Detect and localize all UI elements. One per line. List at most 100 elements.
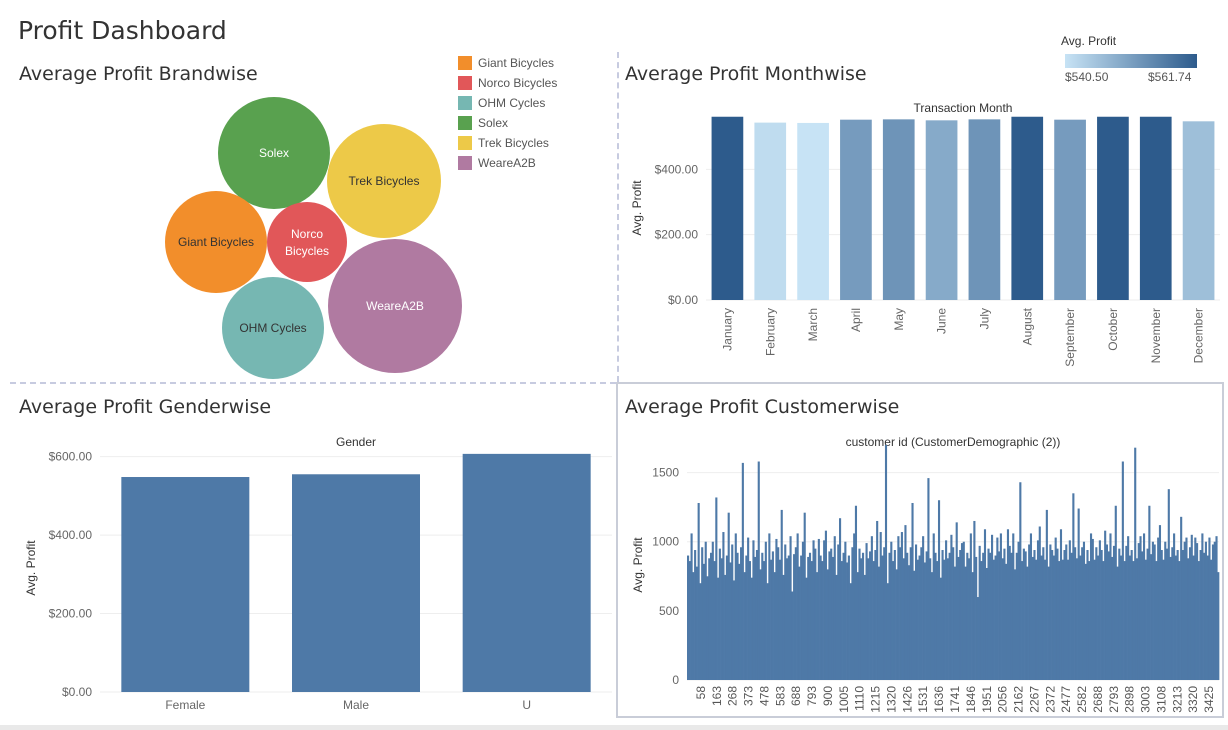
customer-bar	[937, 500, 941, 680]
customer-bar	[890, 541, 893, 680]
x-tick-label: 268	[726, 686, 740, 706]
customer-bar	[945, 540, 948, 680]
bubble-label: Giant Bicycles	[178, 235, 254, 249]
x-tick-label: 3320	[1186, 686, 1200, 713]
customer-bar	[1102, 561, 1105, 680]
customer-bar	[911, 502, 914, 680]
customer-bar	[741, 462, 744, 680]
customer-bar	[980, 561, 983, 680]
legend-item-giant[interactable]: Giant Bicycles	[458, 53, 557, 73]
x-tick-label: December	[1192, 308, 1206, 363]
x-tick-label: 1636	[932, 686, 946, 713]
customer-bar	[1038, 526, 1041, 680]
customer-bar	[791, 591, 794, 680]
customer-bar	[840, 561, 843, 680]
customer-bar	[713, 561, 716, 680]
customer-bar	[814, 548, 817, 680]
panel-divider-vertical	[617, 52, 619, 382]
customer-bar	[1044, 559, 1047, 680]
bubble-label: Norco	[291, 227, 323, 241]
color-legend-max: $561.74	[1148, 70, 1192, 84]
customer-bar	[771, 551, 774, 680]
customer-bar	[1213, 541, 1216, 680]
customer-bar	[800, 555, 803, 680]
x-tick-label: July	[977, 308, 991, 329]
customer-bar	[1183, 541, 1186, 680]
legend-item-trek[interactable]: Trek Bicycles	[458, 133, 557, 153]
legend-swatch	[458, 96, 472, 110]
customer-bar	[957, 556, 960, 680]
customer-bar	[1135, 558, 1139, 680]
x-tick-label: 2793	[1107, 686, 1121, 713]
customer-bar	[1125, 545, 1128, 680]
customer-bar	[1077, 508, 1080, 680]
customer-bar	[1054, 537, 1057, 680]
legend-item-norco[interactable]: Norco Bicycles	[458, 73, 557, 93]
x-tick-label: 1426	[900, 686, 914, 713]
month-bar-may	[882, 119, 915, 300]
customer-bar	[927, 478, 930, 680]
chart-header-title: Transaction Month	[914, 101, 1013, 115]
customer-bar	[1167, 489, 1170, 680]
legend-item-ohm[interactable]: OHM Cycles	[458, 93, 557, 113]
customer-bar	[807, 556, 810, 680]
customer-bar	[784, 544, 787, 680]
y-axis-label: Avg. Profit	[630, 180, 644, 236]
legend-item-solex[interactable]: Solex	[458, 113, 557, 133]
customer-bar	[704, 541, 707, 680]
gender-bar-chart[interactable]: Gender $0.00 $200.00 $400.00 $600.00 Avg. Pro…	[12, 430, 614, 722]
customer-bar	[1139, 536, 1142, 680]
x-tick-label: 2056	[996, 686, 1010, 713]
customer-bar	[1150, 554, 1153, 680]
y-tick-label: $600.00	[49, 450, 93, 464]
customer-bar	[1049, 544, 1052, 680]
customer-bar	[745, 555, 748, 680]
customer-bar	[849, 583, 852, 680]
selected-sheet-border	[616, 382, 1224, 718]
customer-bar	[847, 555, 850, 680]
customer-bar	[1121, 461, 1124, 680]
customer-bar	[996, 537, 999, 680]
customer-bar	[916, 559, 919, 680]
brand-bubble-chart[interactable]: Solex Trek Bicycles Giant Bicycles Norco Bic…	[150, 90, 480, 382]
month-bar-chart[interactable]: Transaction Month $0.00 $200.00 $400.00 Avg.…	[620, 96, 1225, 378]
customer-bar	[959, 550, 962, 680]
y-tick-label: $200.00	[655, 228, 699, 242]
customer-bar	[934, 552, 937, 680]
customer-bar	[778, 559, 782, 680]
customer-bar	[1081, 547, 1084, 680]
bubble-label: WeareA2B	[366, 299, 424, 313]
customer-bar	[1012, 533, 1015, 680]
y-tick-label: 1000	[652, 535, 679, 549]
x-tick-label: 3213	[1170, 686, 1184, 713]
customer-bar	[867, 558, 870, 680]
customer-bar	[732, 580, 736, 680]
customer-bar	[895, 569, 898, 680]
legend-item-weare[interactable]: WeareA2B	[458, 153, 557, 173]
customer-bar	[823, 540, 826, 680]
customer-bar	[854, 505, 858, 680]
customer-bar-chart[interactable]: customer id (CustomerDemographic (2)) 0 50…	[620, 430, 1222, 716]
customer-bar	[1176, 550, 1179, 680]
customer-bar	[828, 551, 831, 680]
customer-bar	[973, 520, 976, 680]
panel-divider-horizontal	[10, 382, 616, 384]
customer-bar	[1105, 544, 1109, 680]
customer-bar	[1082, 541, 1086, 680]
y-tick-label: 1500	[652, 466, 679, 480]
brand-legend[interactable]: Giant Bicycles Norco Bicycles OHM Cycles…	[458, 53, 557, 173]
customer-bar	[1089, 533, 1093, 680]
customer-bar	[1024, 551, 1027, 680]
x-tick-label: 1215	[869, 686, 883, 713]
customer-bar	[969, 533, 972, 680]
customer-bar	[1061, 559, 1064, 680]
customer-bar	[960, 543, 964, 680]
customer-bar	[1079, 555, 1082, 680]
customer-bar	[950, 534, 953, 680]
customer-bar	[844, 541, 847, 680]
customer-bar	[738, 563, 741, 680]
customer-bar	[1181, 550, 1185, 680]
bubble-label: Bicycles	[285, 244, 329, 258]
customer-bar	[1109, 533, 1112, 680]
customer-bar	[863, 574, 866, 680]
